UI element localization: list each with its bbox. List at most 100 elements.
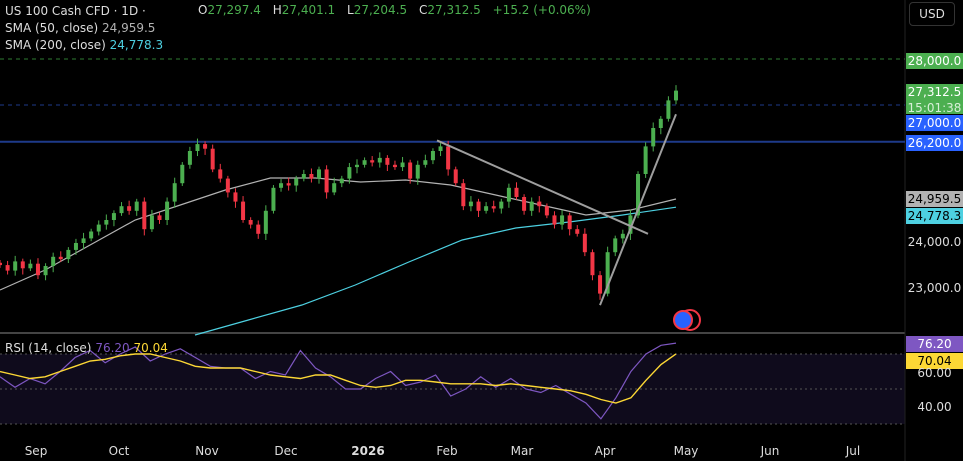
currency-button[interactable]: USD <box>909 2 955 26</box>
tag-28000: 28,000.0 <box>906 53 963 69</box>
time-tick: Oct <box>108 444 130 458</box>
candle-body <box>605 252 610 294</box>
bar-countdown: 15:01:38 <box>907 101 962 115</box>
candle-body <box>544 206 549 216</box>
candle-body <box>241 201 246 220</box>
candle-body <box>651 128 656 147</box>
candle-body <box>111 213 116 220</box>
price-tick: 24,000.0 <box>907 235 962 249</box>
candle-body <box>362 160 367 165</box>
candle-body <box>506 187 511 202</box>
sma200-label: SMA (200, close) <box>5 38 106 52</box>
sma50-legend[interactable]: SMA (50, close) 24,959.5 <box>5 20 155 37</box>
last-price-tag: 27,312.5 15:01:38 <box>906 84 963 115</box>
candle-body <box>301 174 306 179</box>
time-tick: Mar <box>510 444 534 458</box>
candle-body <box>430 151 435 161</box>
candle-body <box>385 157 390 165</box>
time-tick: Apr <box>594 444 616 458</box>
candle-body <box>347 167 352 179</box>
candle-body <box>43 266 48 276</box>
candle-body <box>514 187 519 197</box>
candle-body <box>582 233 587 253</box>
candle-body <box>134 201 139 211</box>
rsi-legend[interactable]: RSI (14, close) 76.20 70.04 <box>5 340 168 357</box>
tag-rsi: 76.20 <box>906 336 963 352</box>
candle-body <box>392 164 397 168</box>
candle-body <box>271 187 276 211</box>
time-tick: Jul <box>845 444 861 458</box>
candle-body <box>96 224 101 232</box>
candle-body <box>567 215 572 230</box>
candle-body <box>408 162 413 179</box>
candle-body <box>89 231 94 239</box>
candle-body <box>537 201 542 207</box>
candle-body <box>142 201 147 230</box>
low-label: L <box>347 3 354 17</box>
symbol-legend: US 100 Cash CFD · 1D · <box>5 3 146 20</box>
candle-body <box>13 261 18 271</box>
candle-body <box>210 148 215 170</box>
candle-body <box>309 174 314 179</box>
sma50-line <box>0 177 677 291</box>
candle-body <box>598 275 603 294</box>
candle-body <box>187 151 192 165</box>
sma50-label: SMA (50, close) <box>5 21 99 35</box>
time-tick: Dec <box>274 444 298 458</box>
candle-body <box>203 144 208 149</box>
candle-body <box>263 210 268 234</box>
symbol-title[interactable]: US 100 Cash CFD · 1D · <box>5 4 146 18</box>
tag-sma200: 24,778.3 <box>906 208 963 224</box>
tag-sma50: 24,959.5 <box>906 191 963 207</box>
candle-body <box>324 169 329 193</box>
candle-body <box>127 206 132 211</box>
candle-body <box>104 220 109 225</box>
candle-body <box>529 201 534 211</box>
trendline-up <box>599 113 677 306</box>
rsi-ma-value: 70.04 <box>133 341 168 355</box>
candle-body <box>119 206 124 214</box>
high-value: 27,401.1 <box>281 3 336 17</box>
candle-body <box>613 238 618 253</box>
candle-body <box>66 249 71 260</box>
candle-body <box>446 146 451 170</box>
rsi-label: RSI (14, close) <box>5 341 92 355</box>
candle-body <box>484 206 489 211</box>
candle-body <box>5 265 10 271</box>
sma50-value: 24,959.5 <box>102 21 156 35</box>
candle-body <box>81 238 86 243</box>
candle-body <box>279 183 284 188</box>
candle-body <box>256 224 261 234</box>
candle-body <box>233 192 238 202</box>
candle-body <box>370 160 375 163</box>
candle-body <box>195 144 200 151</box>
candle-body <box>560 215 565 225</box>
candle-body <box>423 160 428 165</box>
candle-body <box>294 178 299 186</box>
time-tick: 2026 <box>351 444 385 458</box>
high-label: H <box>272 3 282 17</box>
candle-body <box>354 164 359 168</box>
candle-body <box>317 169 322 179</box>
candle-body <box>628 215 633 234</box>
tag-27000: 27,000.0 <box>906 115 963 131</box>
low-value: 27,204.5 <box>353 3 408 17</box>
change-value: +15.2 (+0.06%) <box>492 3 591 17</box>
candle-body <box>339 178 344 184</box>
candle-body <box>499 201 504 209</box>
candle-body <box>73 243 78 250</box>
trendline-down <box>436 139 649 235</box>
rsi-ma-line <box>0 353 677 404</box>
tag-rsi-ma: 70.04 <box>906 353 963 369</box>
sma200-legend[interactable]: SMA (200, close) 24,778.3 <box>5 37 163 54</box>
close-label: C <box>418 3 428 17</box>
candle-body <box>552 215 557 225</box>
candle-body <box>248 220 253 225</box>
time-tick: May <box>673 444 699 458</box>
candle-body <box>575 229 580 234</box>
candle-body <box>400 162 405 168</box>
candle-body <box>165 201 170 220</box>
rsi-tick: 60.00 <box>917 366 952 380</box>
